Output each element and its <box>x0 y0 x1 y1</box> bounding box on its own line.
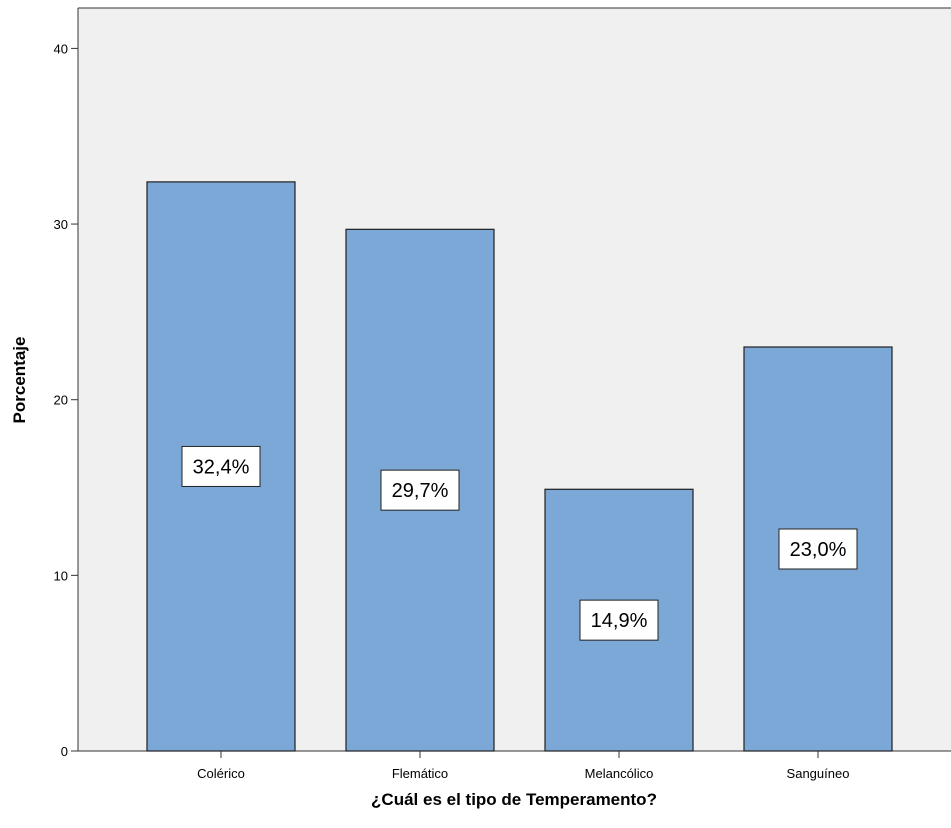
data-label-box <box>181 445 261 487</box>
x-category-label: Flemático <box>392 766 448 781</box>
y-axis-ticks: 0 10 20 30 40 <box>54 41 78 759</box>
y-tick-label: 30 <box>54 217 68 232</box>
data-label: 14,9% <box>591 610 648 632</box>
x-axis-title: ¿Cuál es el tipo de Temperamento? <box>371 790 657 809</box>
y-tick-label: 40 <box>54 41 68 56</box>
x-category-label: Sanguíneo <box>787 766 850 781</box>
data-label-box <box>380 469 460 511</box>
x-category-label: Melancólico <box>585 766 654 781</box>
x-category-label: Colérico <box>197 766 245 781</box>
data-label-box <box>579 599 659 641</box>
data-label: 29,7% <box>392 480 449 502</box>
y-tick-label: 20 <box>54 393 68 408</box>
data-label-box <box>778 528 858 570</box>
y-tick-label: 0 <box>61 744 68 759</box>
data-label: 32,4% <box>193 456 250 478</box>
y-axis-title: Porcentaje <box>10 337 29 424</box>
y-tick-label: 10 <box>54 568 68 583</box>
data-label: 23,0% <box>790 539 847 561</box>
bars: 32,4% 29,7% 14,9% 23,0% <box>146 181 893 752</box>
x-axis-labels: Colérico Flemático Melancólico Sanguíneo <box>197 751 849 781</box>
